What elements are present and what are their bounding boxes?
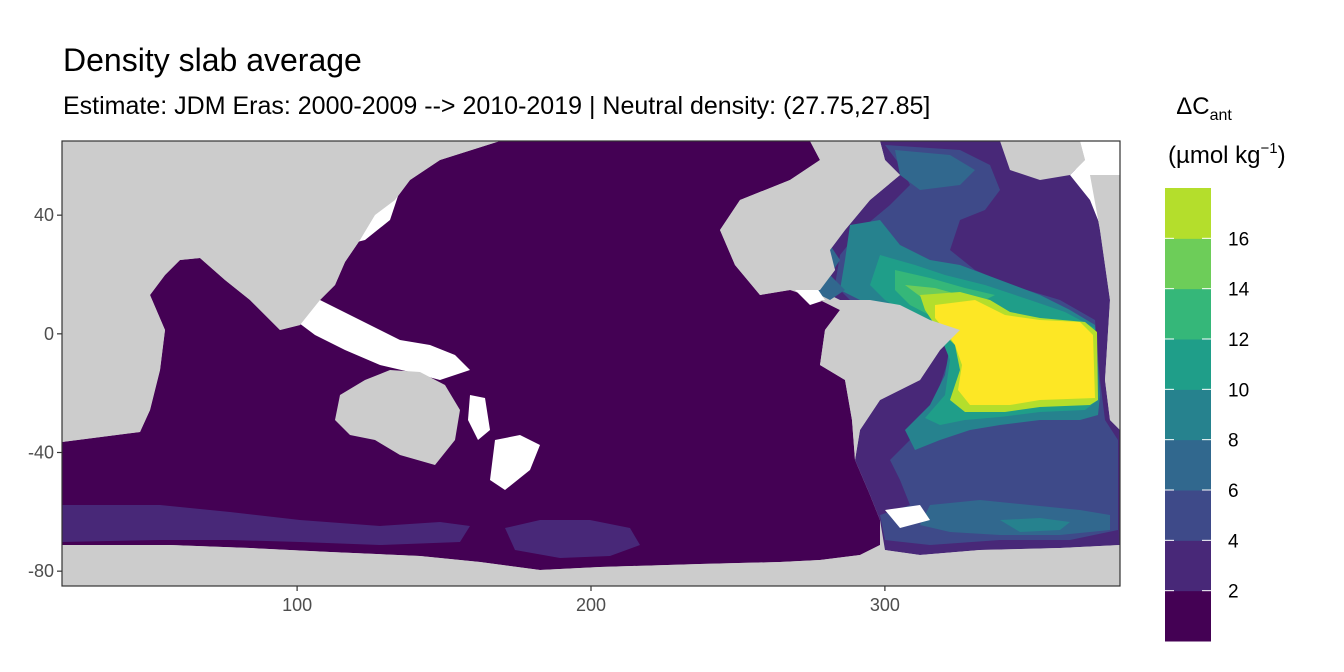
land-madagascar — [128, 345, 145, 390]
colorbar-tick-label: 14 — [1228, 280, 1250, 301]
y-tick-label: -80 — [28, 561, 54, 581]
legend-unit: (µmol kg−1) — [1168, 140, 1286, 169]
page-title: Density slab average — [63, 42, 362, 78]
colorbar-bin — [1165, 590, 1211, 642]
colorbar-labels: 2 4 6 8 10 12 14 16 — [1165, 229, 1250, 603]
page-subtitle: Estimate: JDM Eras: 2000-2009 --> 2010-2… — [63, 92, 931, 120]
no-data-subantarctic — [885, 505, 930, 528]
legend: ΔCant (µmol kg−1) 2 4 6 8 10 12 14 16 — [1165, 93, 1286, 642]
colorbar-tick-label: 2 — [1228, 582, 1239, 603]
colorbar — [1165, 188, 1211, 642]
colorbar-tick-label: 10 — [1228, 380, 1249, 401]
land-west-europe-africa — [1090, 175, 1120, 430]
x-tick-label: 200 — [576, 595, 606, 615]
x-tick-label: 100 — [282, 595, 312, 615]
land-south-america — [820, 300, 960, 520]
colorbar-bin — [1165, 188, 1211, 239]
land-antarctica — [62, 545, 1120, 586]
x-tick-label: 300 — [870, 595, 900, 615]
y-tick-label: 40 — [34, 205, 54, 225]
colorbar-bin — [1165, 339, 1211, 390]
weddell-patch-b — [1000, 518, 1070, 532]
legend-title: ΔCant — [1176, 93, 1232, 124]
colorbar-bin — [1165, 288, 1211, 340]
colorbar-bin — [1165, 490, 1211, 541]
colorbar-tick-label: 8 — [1228, 431, 1239, 452]
land-masses — [62, 141, 1120, 586]
legend-title-delta: ΔC — [1176, 93, 1209, 120]
southern-ocean-band — [62, 505, 470, 545]
y-tick-label: 0 — [44, 324, 54, 344]
land-north-america — [720, 141, 900, 295]
ocean-main — [62, 141, 880, 570]
colorbar-tick-label: 12 — [1228, 330, 1249, 351]
no-data-maritime-se-asia — [285, 295, 470, 380]
colorbar-bin — [1165, 238, 1211, 290]
land-australia — [335, 370, 460, 465]
atlantic-layer-3 — [895, 150, 975, 190]
colorbar-bin — [1165, 439, 1211, 491]
map-panel — [62, 141, 1120, 586]
legend-unit-close: ) — [1278, 142, 1286, 169]
colorbar-bin — [1165, 389, 1211, 441]
legend-unit-open: (µmol kg — [1168, 142, 1261, 169]
colorbar-bin — [1165, 540, 1211, 592]
legend-unit-superscript: −1 — [1261, 140, 1278, 157]
y-axis: 40 0 -40 -80 — [28, 205, 62, 581]
atlantic-max-region — [935, 300, 1095, 405]
no-data-new-zealand — [490, 435, 540, 490]
land-asia-europe — [62, 141, 500, 330]
legend-title-subscript: ant — [1210, 107, 1233, 124]
no-data-tasman — [468, 395, 490, 440]
y-tick-label: -40 — [28, 443, 54, 463]
colorbar-tick-label: 6 — [1228, 481, 1239, 502]
colorbar-tick-label: 16 — [1228, 229, 1249, 250]
land-greenland — [1000, 141, 1085, 180]
colorbar-tick-label: 4 — [1228, 531, 1239, 552]
x-axis: 100 200 300 — [282, 586, 900, 615]
ross-sea-band — [505, 520, 640, 558]
land-africa — [62, 255, 165, 442]
